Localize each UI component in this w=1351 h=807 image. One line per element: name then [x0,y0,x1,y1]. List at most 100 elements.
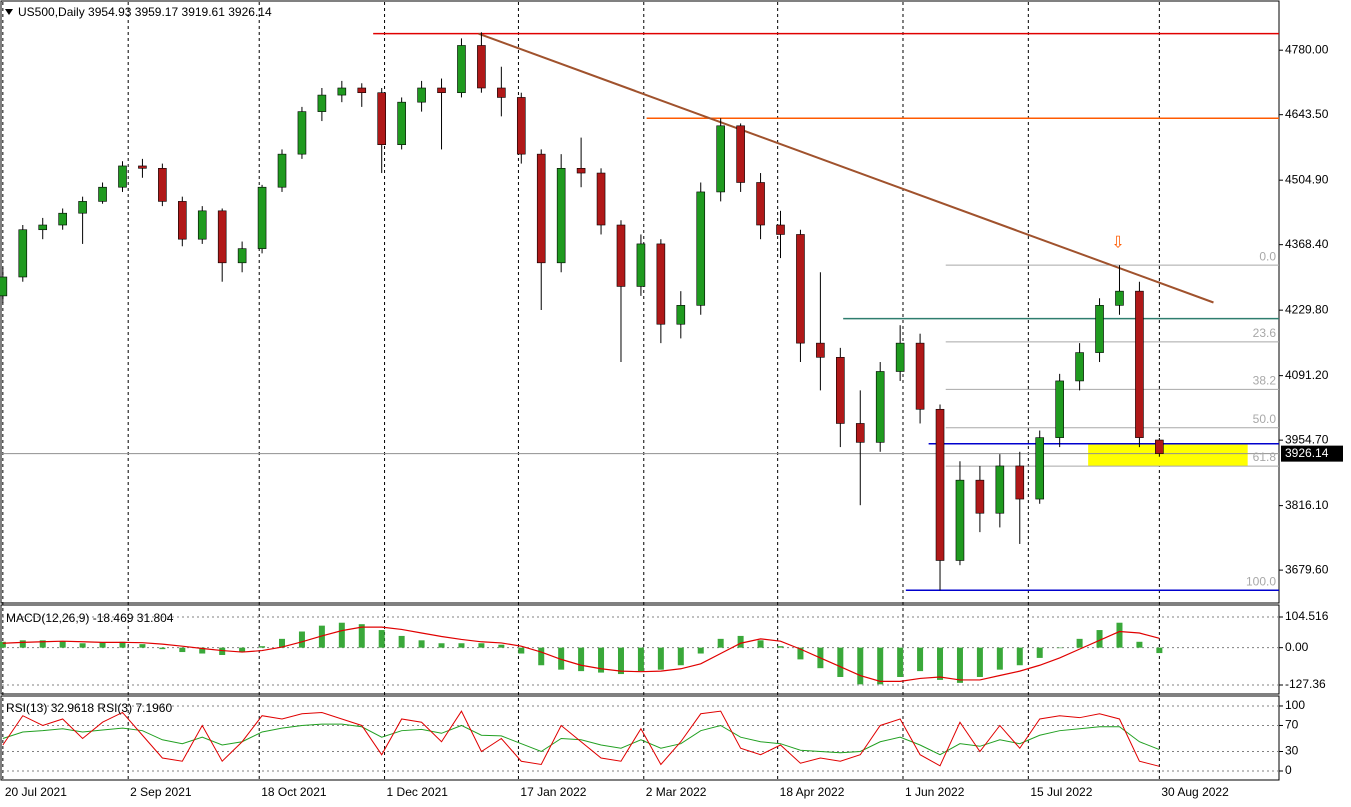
candle-body [895,342,905,372]
close-value: 3926.14 [228,5,272,19]
macd-bar [279,638,286,648]
rsi-line [2,723,1160,756]
candle-body [1115,290,1124,306]
y-tick-label: 3954.70 [1285,432,1329,446]
candle-body [776,224,785,235]
macd-bar [139,644,146,648]
macd-bar [1096,630,1103,648]
macd-bar [558,647,565,670]
y-tick-label: 30 [1285,744,1299,758]
symbol-title: US500,Daily [18,5,85,19]
candle-body [736,125,745,183]
support-zone [1088,443,1248,466]
x-tick-label: 2 Mar 2022 [646,785,707,799]
y-tick-label: 0 [1285,763,1292,777]
candle-body [616,224,626,287]
signal-value: 31.804 [137,611,174,625]
macd-bar [199,647,206,654]
macd-bar [578,647,585,672]
candle-body [1135,290,1144,438]
candle-body [497,87,506,98]
x-tick-label: 1 Dec 2021 [387,785,449,799]
x-tick-label: 1 Jun 2022 [905,785,965,799]
macd-bar [498,644,505,648]
candle-body [1055,380,1064,438]
candle-body [297,111,307,155]
macd-bar [837,647,844,677]
candle-body [197,210,207,240]
candle-body [217,210,227,264]
y-tick-label: 4504.90 [1285,172,1329,186]
fib-level-label: 50.0 [1253,412,1277,426]
macd-bar [538,647,545,666]
candle-body [536,153,546,264]
macd-bar [617,647,624,675]
x-tick-label: 2 Sep 2021 [130,785,192,799]
macd-bar [398,635,405,648]
fib-level-label: 100.0 [1246,574,1276,588]
candle-body [696,191,706,306]
candle-body [995,465,1005,514]
candle-body [576,168,586,174]
macd-bar [239,647,246,653]
candle-body [1155,439,1164,454]
fib-level-label: 0.0 [1259,249,1276,263]
candle-body [237,248,247,264]
macd-bar [298,631,305,648]
main-header: US500,Daily 3954.93 3959.17 3919.61 3926… [18,5,272,19]
current-price-label: 3926.14 [1285,446,1329,460]
candle-body [38,224,48,231]
macd-bar [1016,647,1023,666]
current-price-box [1281,445,1343,462]
macd-bar [1056,647,1063,649]
macd-bar [996,647,1003,670]
candle-body [0,276,8,297]
macd-bar [119,641,126,648]
rsi-line [2,710,1160,767]
macd-bar [1116,622,1123,648]
macd-bar [1036,647,1043,658]
candle-body [975,479,985,514]
macd-bar [99,642,106,648]
y-tick-label: -127.36 [1285,677,1326,691]
candle-body [556,168,566,264]
macd-bar [259,646,266,648]
macd-bar [917,647,924,672]
macd-bar [418,640,425,648]
macd-bar [39,640,46,648]
macd-bar [159,647,166,650]
macd-bar [797,647,804,660]
macd-bar [338,622,345,648]
macd-bar [378,630,385,648]
macd-bar [897,647,904,677]
macd-bar [637,647,644,672]
candle-body [915,342,925,410]
macd-bar [956,647,963,683]
macd-bar [219,647,226,655]
rsi-header: RSI(13) 32.9618 RSI(3) 7.1960 [6,701,172,715]
macd-signal-line [2,626,1160,682]
macd-bar [598,647,605,673]
y-tick-label: 4643.50 [1285,107,1329,121]
macd-bar [179,647,186,653]
y-tick-label: 4091.20 [1285,368,1329,382]
y-tick-label: 104.516 [1285,609,1329,623]
candle-body [118,165,127,188]
macd-bar [677,647,684,666]
candle-body [158,168,167,202]
y-tick-label: 100 [1285,698,1305,712]
macd-bar [857,647,864,685]
candle-body [676,305,686,325]
macd-bar [458,643,465,648]
x-tick-label: 17 Jan 2022 [520,785,586,799]
candle-body [477,45,486,89]
candle-body [178,201,187,240]
down-arrow-marker: ⇩ [1111,233,1124,252]
x-tick-label: 18 Apr 2022 [780,785,845,799]
macd-header: MACD(12,26,9) -18.469 31.804 [6,611,174,625]
x-tick-label: 15 Jul 2022 [1030,785,1092,799]
rsi3-name: RSI(3) [97,701,132,715]
y-tick-label: 70 [1285,718,1299,732]
candle-body [955,479,965,561]
